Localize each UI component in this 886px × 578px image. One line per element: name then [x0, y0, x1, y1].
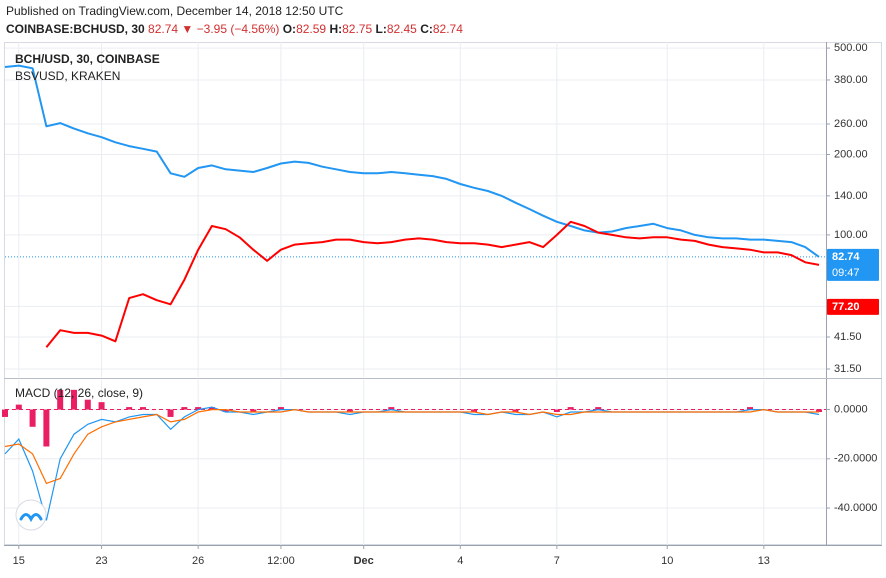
- y-tick-label: -40.0000: [834, 502, 877, 514]
- histogram-bar: [167, 409, 174, 417]
- y-tick-label: 260.00: [834, 118, 868, 130]
- histogram-bar: [277, 407, 284, 410]
- histogram-bar: [29, 409, 36, 427]
- macd-line: [4, 408, 819, 485]
- histogram-bar: [98, 402, 105, 410]
- x-tick-label: Dec: [354, 555, 374, 567]
- histogram-bar: [595, 407, 602, 410]
- last-price-box: [827, 248, 879, 281]
- last-price-label: 77.20: [832, 301, 860, 313]
- ohlc-key: O:: [283, 22, 296, 36]
- y-tick-label: 31.50: [834, 363, 862, 375]
- histogram-bar: [346, 409, 353, 413]
- y-tick-label: 140.00: [834, 190, 868, 202]
- change: −3.95 (−4.56%): [197, 22, 280, 36]
- histogram-bar: [195, 407, 202, 410]
- histogram-bar: [70, 389, 77, 410]
- histogram-bar: [43, 409, 50, 447]
- ohlc-key: L:: [375, 22, 386, 36]
- last-price-label: 82.74: [832, 251, 860, 263]
- price-line: [4, 64, 820, 258]
- y-tick-label: 100.00: [834, 229, 868, 241]
- ohlc-value: 82.59: [296, 22, 326, 36]
- x-tick-label: 15: [13, 555, 25, 567]
- histogram-bar: [222, 409, 229, 413]
- histogram-bar: [747, 407, 754, 410]
- x-tick-label: 26: [192, 555, 204, 567]
- marks: 500.00380.00260.00200.00140.00100.0054.0…: [2, 42, 879, 567]
- ohlc-value: 82.74: [433, 22, 463, 36]
- histogram-bar: [567, 407, 574, 410]
- histogram-bar: [471, 409, 478, 413]
- legend-entry: BCH/USD, 30, COINBASE: [15, 52, 160, 66]
- y-tick-label: 380.00: [834, 74, 868, 86]
- histogram-bar: [181, 407, 188, 410]
- x-tick-label: 23: [95, 555, 107, 567]
- indicator-title: MACD (12, 26, close, 9): [15, 386, 143, 400]
- change-arrow: ▼: [181, 22, 193, 36]
- histogram-bar: [84, 399, 91, 410]
- x-tick-label: 13: [758, 555, 770, 567]
- last-price-box: [827, 298, 879, 315]
- y-tick-label: 0.0000: [834, 403, 868, 415]
- ohlc-key: C:: [420, 22, 433, 36]
- symbol: COINBASE:BCHUSD, 30: [6, 22, 145, 36]
- ohlc-value: 82.45: [387, 22, 417, 36]
- histogram-bar: [126, 407, 133, 410]
- pane-frame: [4, 42, 882, 545]
- price-line: [45, 220, 820, 348]
- legend-entry: BSVUSD, KRAKEN: [15, 69, 120, 83]
- last-price: 82.74: [148, 22, 178, 36]
- symbol-header: COINBASE:BCHUSD, 30 82.74 ▼ −3.95 (−4.56…: [6, 22, 463, 36]
- histogram-bar: [816, 409, 822, 413]
- x-tick-label: 12:00: [267, 555, 295, 567]
- histogram-bar: [139, 407, 146, 410]
- tradingview-logo: [15, 499, 47, 531]
- y-tick-label: 41.50: [834, 331, 862, 343]
- ohlc-key: H:: [329, 22, 342, 36]
- histogram-bar: [388, 407, 395, 410]
- ohlc-value: 82.75: [342, 22, 372, 36]
- histogram-bar: [553, 409, 560, 413]
- histogram-bar: [512, 409, 519, 413]
- x-tick-label: 7: [554, 555, 560, 567]
- x-tick-label: 4: [457, 555, 463, 567]
- histogram-bar: [57, 389, 64, 410]
- y-tick-label: 200.00: [834, 148, 868, 160]
- countdown: 09:47: [832, 267, 860, 279]
- y-tick-label: 500.00: [834, 42, 868, 54]
- histogram-bar: [208, 407, 215, 410]
- histogram-bar: [2, 409, 8, 417]
- published-note: Published on TradingView.com, December 1…: [6, 4, 344, 18]
- x-tick-label: 10: [661, 555, 673, 567]
- histogram-bar: [250, 409, 257, 413]
- y-tick-label: -20.0000: [834, 453, 877, 465]
- histogram-bar: [15, 404, 22, 410]
